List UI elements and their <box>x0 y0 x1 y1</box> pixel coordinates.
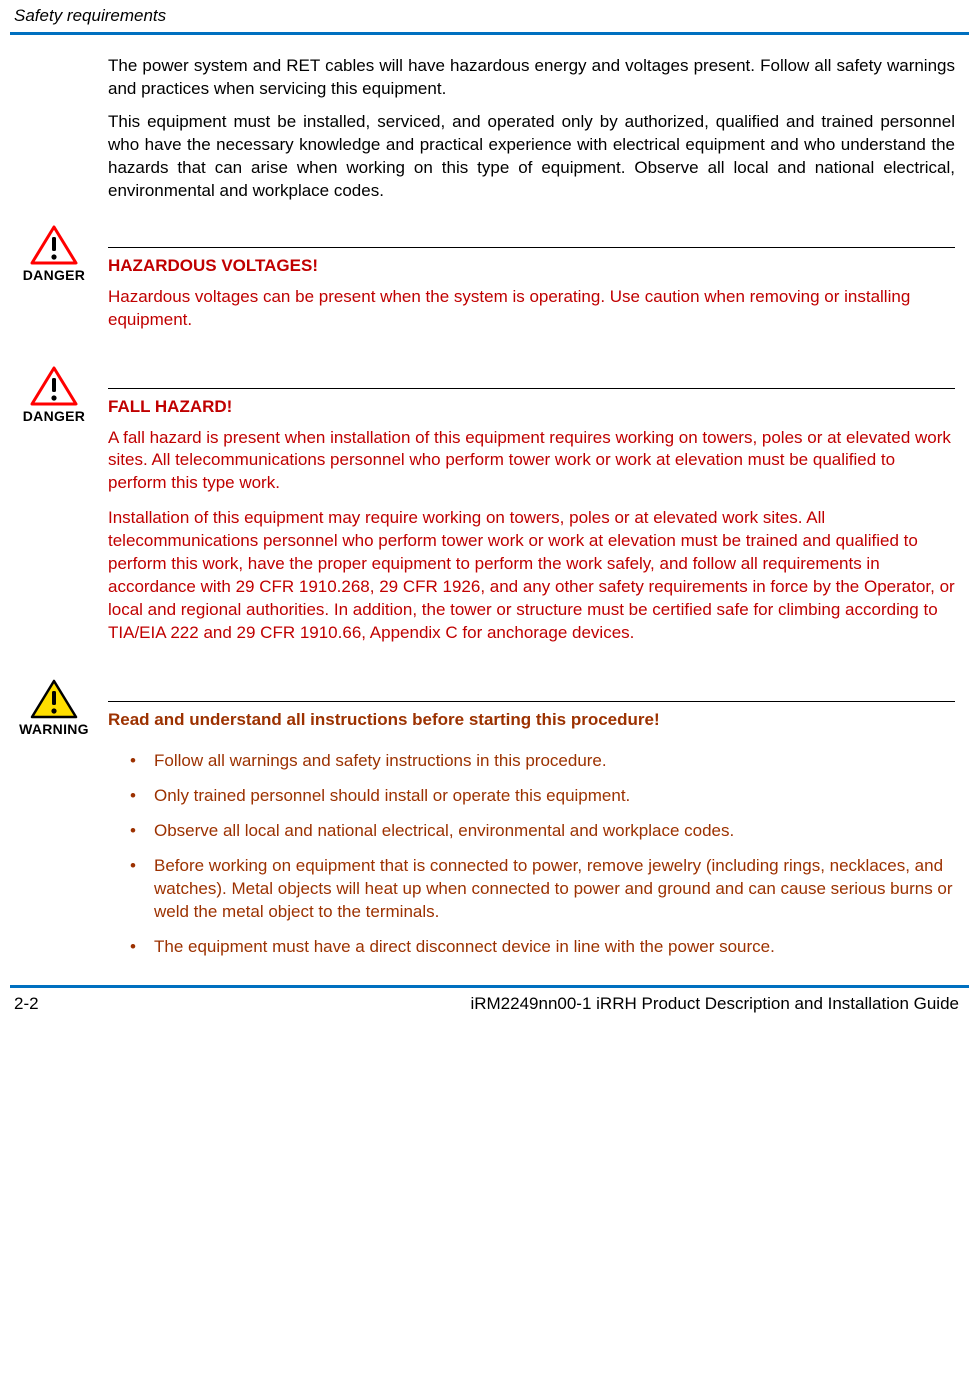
danger-content: HAZARDOUS VOLTAGES! Hazardous voltages c… <box>92 225 955 344</box>
intro-paragraph-1: The power system and RET cables will hav… <box>108 55 955 101</box>
danger-title: HAZARDOUS VOLTAGES! <box>108 256 955 276</box>
warning-label: WARNING <box>19 721 89 737</box>
warning-list-item: Observe all local and national electrica… <box>130 820 955 843</box>
warning-icon-column: WARNING <box>16 679 92 971</box>
danger-content: FALL HAZARD! A fall hazard is present wh… <box>92 366 955 657</box>
danger-icon-column: DANGER <box>16 366 92 657</box>
danger-label: DANGER <box>23 408 85 424</box>
header-rule <box>10 32 969 35</box>
danger-paragraph-2: Installation of this equipment may requi… <box>108 507 955 645</box>
danger-block-fall-hazard: DANGER FALL HAZARD! A fall hazard is pre… <box>108 366 955 657</box>
running-header: Safety requirements <box>0 0 979 30</box>
warning-list-item: Follow all warnings and safety instructi… <box>130 750 955 773</box>
header-title: Safety requirements <box>14 6 166 25</box>
page-number: 2-2 <box>14 994 39 1014</box>
danger-paragraph: Hazardous voltages can be present when t… <box>108 286 955 332</box>
danger-label: DANGER <box>23 267 85 283</box>
warning-block: WARNING Read and understand all instruct… <box>108 679 955 971</box>
danger-block-hazardous-voltages: DANGER HAZARDOUS VOLTAGES! Hazardous vol… <box>108 225 955 344</box>
danger-title: FALL HAZARD! <box>108 397 955 417</box>
body: The power system and RET cables will hav… <box>0 55 979 971</box>
warning-list-item: Only trained personnel should install or… <box>130 785 955 808</box>
page: Safety requirements The power system and… <box>0 0 979 1030</box>
footer: 2-2 iRM2249nn00-1 iRRH Product Descripti… <box>0 994 979 1014</box>
footer-rule <box>10 985 969 988</box>
danger-icon-column: DANGER <box>16 225 92 344</box>
document-title: iRM2249nn00-1 iRRH Product Description a… <box>470 994 959 1014</box>
danger-triangle-icon <box>30 225 78 265</box>
danger-paragraph-1: A fall hazard is present when installati… <box>108 427 955 496</box>
notice-rule <box>108 247 955 248</box>
danger-triangle-icon <box>30 366 78 406</box>
warning-list-item: Before working on equipment that is conn… <box>130 855 955 924</box>
warning-list-item: The equipment must have a direct disconn… <box>130 936 955 959</box>
warning-title: Read and understand all instructions bef… <box>108 710 955 730</box>
notice-rule <box>108 388 955 389</box>
notice-rule <box>108 701 955 702</box>
intro-paragraph-2: This equipment must be installed, servic… <box>108 111 955 203</box>
warning-content: Read and understand all instructions bef… <box>92 679 955 971</box>
warning-triangle-icon <box>30 679 78 719</box>
warning-list: Follow all warnings and safety instructi… <box>108 740 955 959</box>
